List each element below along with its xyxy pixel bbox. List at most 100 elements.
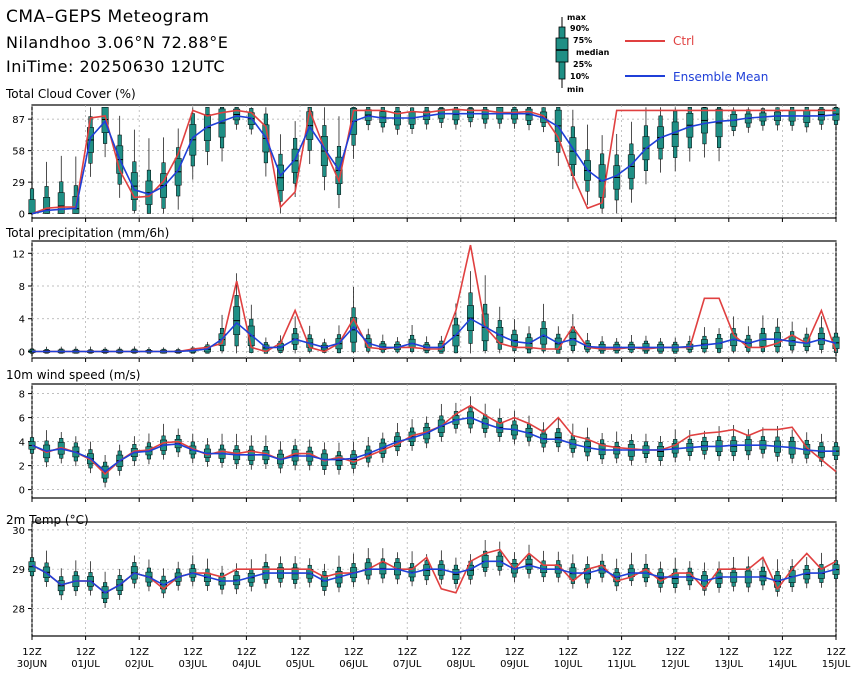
ctrl-series-line — [31, 404, 837, 476]
box-51 — [774, 559, 781, 597]
box-47 — [715, 107, 723, 162]
panel-3: 2m Temp (°C) 28 29 30 — [6, 513, 840, 640]
y-tick-label: 30 — [12, 526, 25, 537]
box-inner — [43, 197, 51, 214]
y-tick-label: 58 — [12, 147, 25, 158]
box-15 — [247, 435, 255, 470]
x-tick-hour: 12Z — [773, 647, 793, 658]
x-tick-hour: 12Z — [397, 647, 417, 658]
y-tick-label: 0 — [19, 347, 25, 358]
y-tick-label: 2 — [19, 462, 25, 473]
box-32 — [496, 541, 504, 576]
box-45 — [686, 107, 694, 162]
y-tick-label: 6 — [19, 414, 25, 425]
x-tick-date: 14JUL — [768, 659, 797, 670]
box-28 — [437, 403, 445, 442]
box-31 — [481, 540, 489, 577]
box-55 — [832, 430, 840, 465]
box-47 — [715, 328, 723, 354]
ctrl-series-line — [31, 107, 836, 215]
x-tick-date: 10JUL — [554, 659, 583, 670]
panel-frame — [31, 240, 837, 359]
box-29 — [452, 402, 460, 434]
x-tick-date: 13JUL — [715, 659, 744, 670]
x-tick-hour: 12Z — [344, 647, 364, 658]
box-31 — [481, 403, 489, 438]
box-5 — [101, 571, 109, 608]
box-1 — [43, 430, 51, 468]
x-tick-hour: 12Z — [826, 647, 846, 658]
box-44 — [671, 107, 679, 172]
box-29 — [452, 557, 460, 589]
box-14 — [233, 273, 241, 354]
box-15 — [247, 559, 255, 592]
box-22 — [350, 553, 358, 588]
box-5 — [101, 347, 109, 354]
box-8 — [145, 559, 153, 592]
box-35 — [540, 303, 548, 354]
box-54 — [817, 316, 825, 354]
ctrl-series-line — [32, 244, 837, 353]
x-tick-hour: 12Z — [183, 647, 203, 658]
box-39 — [598, 336, 606, 354]
meteogram-title: CMA–GEPS Meteogram — [6, 7, 210, 27]
box-1 — [43, 161, 51, 214]
x-tick-date: 08JUL — [447, 659, 476, 670]
box-49 — [744, 556, 752, 593]
init-time-label: IniTime: 20250630 12UTC — [6, 57, 226, 76]
panel-title: Total precipitation (mm/6h) — [5, 226, 169, 240]
x-tick-hour: 12Z — [237, 647, 257, 658]
box-8 — [145, 138, 153, 214]
box-25 — [394, 107, 401, 135]
box-11 — [189, 107, 197, 180]
box-27 — [423, 336, 431, 354]
box-37 — [569, 554, 577, 589]
box-8 — [145, 347, 153, 354]
panel-title: Total Cloud Cover (%) — [5, 87, 136, 101]
x-tick-date: 09JUL — [500, 659, 529, 670]
y-tick-label: 8 — [19, 390, 25, 401]
box-42 — [642, 433, 650, 463]
box-22 — [350, 107, 358, 159]
y-tick-label: 4 — [19, 315, 25, 326]
panel-title: 10m wind speed (m/s) — [6, 368, 140, 382]
box-34 — [525, 415, 533, 447]
box-41 — [627, 334, 635, 354]
box-51 — [774, 426, 781, 462]
box-14 — [233, 563, 241, 595]
x-axis-labels: 12Z30JUN12Z01JUL12Z02JUL12Z03JUL12Z04JUL… — [17, 647, 851, 670]
box-52 — [788, 559, 796, 592]
box-55 — [832, 322, 840, 354]
panel-1: Total precipitation (mm/6h) 0 4 8 12 — [5, 226, 840, 362]
x-tick-hour: 12Z — [129, 647, 149, 658]
box-1 — [43, 550, 51, 587]
box-37 — [569, 314, 577, 354]
box-17 — [277, 441, 284, 474]
box-16 — [262, 435, 270, 470]
box-33 — [510, 107, 518, 129]
mean-series-line — [31, 416, 836, 473]
box-38 — [584, 427, 591, 462]
box-inner — [28, 199, 36, 214]
box-38 — [584, 124, 591, 205]
location-label: Nilandhoo 3.06°N 72.88°E — [6, 33, 229, 52]
x-tick-hour: 12Z — [76, 647, 96, 658]
y-tick-label: 8 — [19, 282, 25, 293]
box-52 — [788, 429, 796, 464]
box-7 — [130, 555, 138, 589]
box-51 — [774, 318, 781, 354]
box-43 — [657, 337, 665, 354]
box-5 — [101, 107, 109, 158]
box-44 — [671, 557, 679, 593]
box-43 — [657, 435, 665, 466]
box-33 — [510, 410, 518, 445]
box-29 — [452, 107, 460, 130]
box-11 — [189, 555, 197, 587]
box-13 — [218, 107, 226, 162]
box-40 — [613, 558, 621, 592]
box-inner — [57, 192, 65, 214]
box-19 — [306, 325, 314, 354]
x-tick-date: 04JUL — [232, 659, 261, 670]
y-tick-label: 4 — [19, 438, 25, 449]
mean-series-line — [31, 112, 837, 215]
